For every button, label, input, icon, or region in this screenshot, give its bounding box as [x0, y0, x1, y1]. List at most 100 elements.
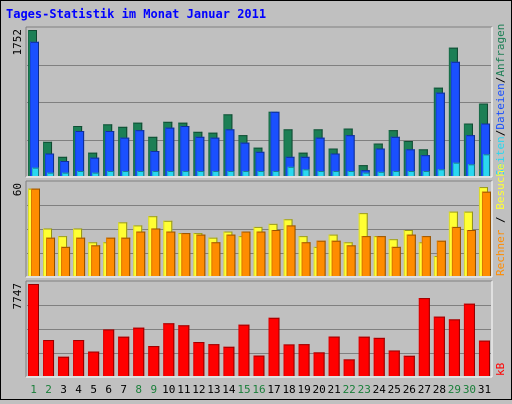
bar-seiten-10-shade-top: [167, 171, 175, 172]
bar-rechner-7-shade-top: [121, 237, 131, 239]
bar-kb-7: [118, 336, 130, 376]
bar-seiten-21: [332, 171, 340, 176]
bar-kb-12: [193, 342, 205, 376]
bar-kb-21-shade-right: [338, 336, 340, 376]
bar-rechner-19-shade-top: [301, 242, 311, 244]
x-tick-label-28: 28: [433, 383, 446, 396]
bar-kb-27: [418, 298, 430, 376]
bar-seiten-5: [92, 172, 100, 176]
bar-seiten-17-shade-left: [272, 171, 274, 176]
bar-kb-28-shade-top: [433, 316, 445, 318]
bar-kb-9-shade-left: [148, 346, 150, 376]
x-tick-label-2: 2: [45, 383, 52, 396]
bar-dateien-11-fill: [180, 126, 190, 176]
bar-kb-9-shade-top: [148, 346, 160, 348]
bar-seiten-3-shade-right: [68, 172, 70, 176]
bar-dateien-19-fill: [300, 156, 310, 176]
bar-dateien-14-shade-right: [233, 129, 235, 176]
bar-dateien-31: [480, 123, 490, 176]
bar-rechner-13-shade-right: [219, 242, 221, 276]
bar-seiten-11-shade-top: [182, 171, 190, 172]
bar-rechner-1-fill: [31, 188, 40, 276]
bar-rechner-31-shade-left: [481, 191, 483, 276]
bar-kb-14-fill: [223, 346, 235, 376]
bar-rechner-4-fill: [76, 237, 86, 276]
bar-seiten-24-shade-left: [377, 171, 379, 176]
bar-dateien-5-fill: [90, 157, 100, 176]
bar-besuche-3-shade-left: [58, 236, 60, 276]
bar-dateien-10: [165, 127, 175, 176]
bar-seiten-26-shade-left: [407, 171, 409, 176]
bar-seiten-8: [137, 171, 145, 176]
bar-seiten-11-fill: [182, 171, 190, 176]
bar-rechner-13-fill: [211, 242, 221, 276]
bar-dateien-12-shade-left: [195, 136, 197, 176]
bar-rechner-31-shade-right: [489, 191, 491, 276]
bar-kb-6-shade-top: [103, 329, 115, 331]
bar-kb-7-shade-right: [128, 336, 130, 376]
bar-seiten-11: [182, 171, 190, 176]
bar-rechner-22: [346, 245, 356, 276]
bar-besuche-8-shade-left: [133, 225, 135, 276]
bar-kb-5: [88, 351, 100, 376]
bar-kb-25-shade-top: [388, 350, 400, 352]
bar-dateien-19-shade-right: [308, 156, 310, 176]
bar-seiten-19-fill: [302, 169, 310, 176]
bar-dateien-30: [465, 135, 475, 176]
bar-seiten-20: [317, 171, 325, 176]
bar-kb-8-shade-left: [133, 327, 135, 376]
bar-rechner-2-fill: [46, 237, 56, 276]
bar-seiten-10: [167, 171, 175, 176]
bar-dateien-2-fill: [45, 153, 55, 176]
bar-seiten-28-shade-left: [437, 169, 439, 176]
bar-kb-15: [238, 324, 250, 376]
bar-dateien-2-shade-left: [45, 153, 47, 176]
bar-dateien-8-shade-left: [135, 130, 137, 176]
bar-rechner-20-shade-left: [316, 240, 318, 276]
bar-rechner-26-shade-left: [406, 234, 408, 276]
bar-seiten-5-shade-left: [92, 172, 94, 176]
bar-kb-15-shade-left: [238, 324, 240, 376]
bar-kb-15-shade-right: [248, 324, 250, 376]
bar-besuche-26-shade-left: [403, 230, 405, 276]
bar-seiten-25-shade-right: [398, 171, 400, 176]
bar-rechner-19-fill: [301, 242, 311, 276]
bar-kb-16-shade-left: [253, 355, 255, 376]
bar-besuche-16-shade-top: [253, 226, 263, 228]
bar-kb-12-shade-top: [193, 342, 205, 344]
bar-dateien-25-shade-left: [390, 136, 392, 176]
bar-rechner-11: [181, 233, 191, 276]
bar-dateien-21-fill: [330, 153, 340, 176]
y-max-label: 1752: [11, 29, 24, 56]
bar-seiten-27-shade-right: [428, 171, 430, 176]
bar-rechner-1-shade-top: [31, 188, 40, 190]
bar-kb-21-shade-top: [328, 336, 340, 338]
bar-seiten-9-shade-right: [158, 171, 160, 176]
bar-seiten-7-shade-top: [122, 171, 130, 172]
bar-rechner-14-shade-top: [226, 234, 236, 236]
bar-dateien-3-shade-right: [68, 161, 70, 176]
bar-seiten-17-shade-right: [278, 171, 280, 176]
bar-rechner-23-shade-top: [361, 236, 371, 238]
bar-seiten-18-shade-right: [293, 166, 295, 176]
bar-dateien-27-shade-right: [428, 155, 430, 176]
x-tick-label-14: 14: [222, 383, 236, 396]
bar-rechner-23-fill: [361, 236, 371, 276]
bar-seiten-19-shade-top: [302, 169, 310, 171]
bar-rechner-15: [241, 231, 251, 276]
bar-rechner-16: [256, 231, 266, 276]
bar-anfragen-7-shade-top: [118, 126, 128, 128]
bar-rechner-13-shade-left: [211, 242, 213, 276]
bar-seiten-15: [242, 171, 250, 176]
bar-kb-23-shade-right: [368, 336, 370, 376]
bar-kb-4-shade-top: [73, 340, 85, 342]
bar-rechner-27-fill: [421, 236, 431, 276]
bar-kb-5-shade-top: [88, 351, 100, 353]
bar-kb-18-fill: [283, 344, 295, 376]
bar-seiten-2-shade-right: [53, 172, 55, 176]
bar-seiten-1: [32, 167, 39, 176]
bar-rechner-20: [316, 240, 326, 276]
bar-rechner-11-fill: [181, 233, 191, 276]
bar-kb-23: [358, 336, 370, 376]
bar-kb-29-shade-left: [448, 319, 450, 376]
